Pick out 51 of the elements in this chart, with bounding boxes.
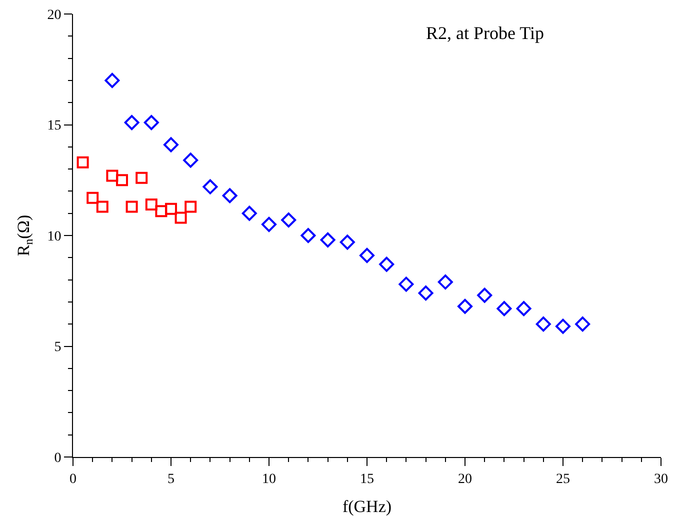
y-tick-label: 10 <box>47 229 62 244</box>
point <box>202 179 218 194</box>
x-tick-label: 30 <box>654 472 668 487</box>
point <box>458 298 472 314</box>
x-tick-label: 10 <box>262 472 276 487</box>
point <box>536 316 551 332</box>
x-tick-label: 25 <box>556 472 570 487</box>
point <box>165 202 177 215</box>
point <box>320 232 336 248</box>
point <box>340 234 355 250</box>
point <box>379 256 394 272</box>
y-tick-label: 15 <box>47 118 62 134</box>
point <box>76 156 89 168</box>
annotation: R2, at Probe Tip <box>426 23 544 43</box>
point <box>222 188 238 204</box>
point <box>145 198 158 210</box>
point <box>242 206 257 221</box>
point <box>144 115 159 130</box>
point <box>104 72 120 88</box>
y-tick-label: 5 <box>54 340 62 356</box>
point <box>126 200 138 213</box>
point <box>184 200 197 213</box>
point <box>556 318 570 334</box>
point <box>116 174 128 186</box>
x-tick-label: 20 <box>458 472 472 487</box>
point <box>124 115 140 130</box>
point <box>477 288 492 303</box>
y-tick-label: 20 <box>47 8 62 23</box>
point <box>438 274 453 290</box>
point <box>398 276 414 292</box>
point <box>164 137 178 152</box>
point <box>575 316 590 332</box>
point <box>262 216 276 232</box>
point <box>136 172 148 184</box>
point <box>174 212 187 224</box>
point <box>300 228 316 243</box>
point <box>360 248 374 263</box>
x-tick-label: 5 <box>168 472 174 487</box>
point <box>96 200 108 213</box>
point <box>106 170 118 182</box>
point <box>516 301 532 316</box>
x-tick-label: 0 <box>70 472 76 487</box>
point <box>496 301 512 316</box>
x-tick-label: 15 <box>360 472 374 487</box>
point <box>155 205 168 218</box>
point <box>86 192 99 204</box>
y-tick-label: 0 <box>54 450 62 466</box>
point <box>183 152 198 168</box>
point <box>418 286 434 301</box>
point <box>281 212 296 228</box>
x-axis-title: f(GHz) <box>342 497 392 516</box>
